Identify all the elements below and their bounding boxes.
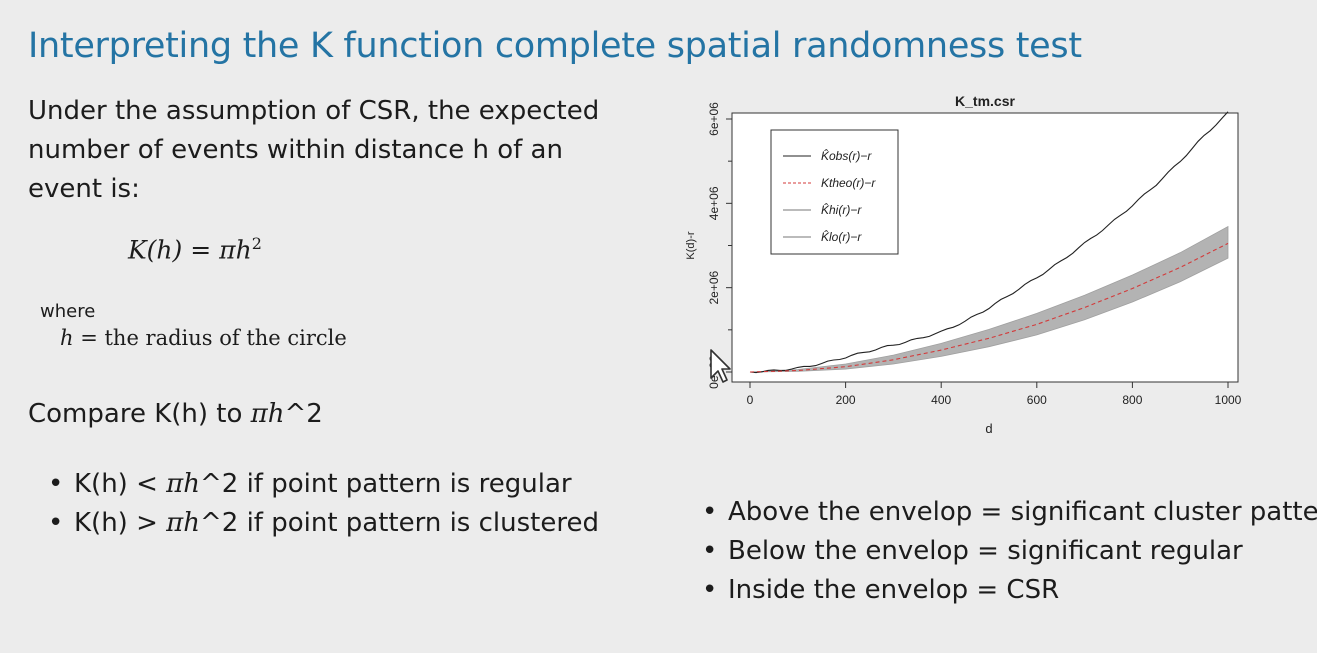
bullet-suffix: ^2 if point pattern is regular — [199, 469, 572, 499]
compare-text: Compare K(h) to πh^2 — [28, 399, 323, 429]
compare-prefix: Compare K(h) to — [28, 399, 251, 429]
theoretical-line — [749, 242, 1229, 373]
x-axis-label: d — [985, 421, 992, 436]
x-tick-label: 200 — [836, 393, 856, 407]
x-tick-label: 800 — [1122, 393, 1142, 407]
legend-box — [770, 129, 899, 255]
list-item: Inside the envelop = CSR — [702, 571, 1317, 610]
where-definition: h = the radius of the circle — [60, 326, 347, 350]
k-formula: K(h) = πh2 — [128, 234, 262, 264]
formula-h: h — [235, 235, 252, 265]
formula-pi: π — [219, 235, 236, 265]
x-tick-label: 0 — [747, 393, 754, 407]
list-item: Below the envelop = significant regular — [702, 532, 1317, 571]
slide-title: Interpreting the K function complete spa… — [28, 26, 1082, 66]
list-item: K(h) > πh^2 if point pattern is clustere… — [48, 504, 694, 543]
k-function-chart: K_tm.csr02004006008001000d0e+002e+064e+0… — [672, 84, 1242, 454]
chart-title: K_tm.csr — [955, 93, 1015, 109]
y-axis-label: K(d)-r — [685, 231, 697, 259]
where-variable: h — [60, 326, 74, 350]
bullet-prefix: K(h) < — [74, 469, 167, 499]
list-item: K(h) < πh^2 if point pattern is regular — [48, 465, 694, 504]
formula-lhs: K(h) — [128, 235, 183, 265]
x-tick-label: 1000 — [1215, 393, 1242, 407]
x-tick-label: 400 — [931, 393, 951, 407]
compare-suffix: ^2 — [284, 399, 323, 429]
observed-line — [749, 111, 1229, 374]
compare-pi-h: πh — [250, 399, 285, 429]
y-tick-label: 2e+06 — [707, 270, 721, 304]
x-tick-label: 600 — [1027, 393, 1047, 407]
bullet-prefix: K(h) > — [74, 508, 167, 538]
intro-text: Under the assumption of CSR, the expecte… — [28, 96, 600, 204]
formula-equals: = — [190, 235, 212, 265]
bullet-pi-h: πh — [166, 469, 200, 499]
envelope-band — [749, 225, 1229, 373]
where-label: where — [40, 301, 96, 322]
legend-label: K̂obs(r)−r — [821, 148, 872, 163]
formula-exponent: 2 — [251, 234, 262, 253]
bullet-pi-h: πh — [166, 508, 200, 538]
left-bullet-list: K(h) < πh^2 if point pattern is regular … — [30, 465, 694, 543]
bullet-suffix: ^2 if point pattern is clustered — [199, 508, 599, 538]
legend-label: K̂lo(r)−r — [821, 229, 862, 244]
legend-label: K̂hi(r)−r — [821, 202, 862, 217]
mouse-cursor-icon — [710, 349, 731, 383]
y-tick-label: 4e+06 — [707, 186, 721, 220]
where-text: = the radius of the circle — [80, 326, 347, 350]
legend-label: Ktheo(r)−r — [821, 176, 876, 190]
list-item: Above the envelop = significant cluster … — [702, 493, 1317, 532]
y-tick-label: 6e+06 — [707, 102, 721, 136]
right-bullet-list: Above the envelop = significant cluster … — [684, 493, 1317, 610]
chart-svg: K_tm.csr02004006008001000d0e+002e+064e+0… — [685, 93, 1242, 436]
